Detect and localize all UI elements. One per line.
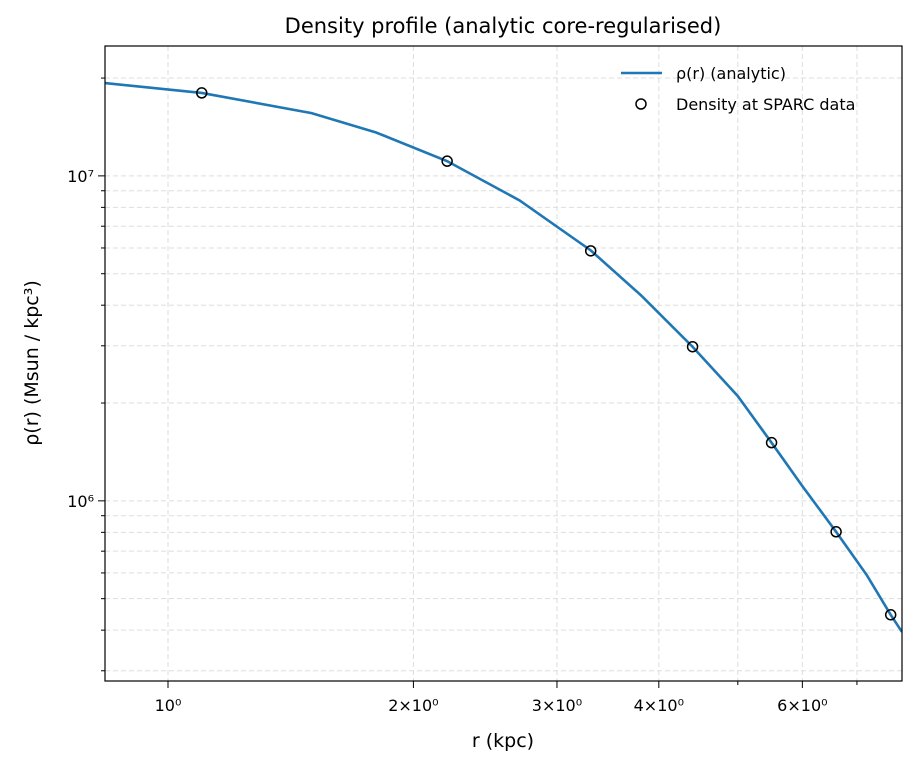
y-tick-label: 10⁷ xyxy=(67,167,94,186)
x-tick-label: 4×10⁰ xyxy=(634,696,684,715)
data-point xyxy=(686,340,699,353)
x-axis-label: r (kpc) xyxy=(472,730,534,752)
y-axis-label: ρ(r) (Msun / kpc³) xyxy=(21,280,43,446)
legend-label: ρ(r) (analytic) xyxy=(676,64,786,83)
chart-title: Density profile (analytic core-regularis… xyxy=(285,14,722,38)
density-line xyxy=(105,81,902,633)
data-point xyxy=(441,155,453,167)
data-point xyxy=(195,87,208,99)
data-point xyxy=(830,526,842,538)
data-point xyxy=(884,609,897,621)
data-point xyxy=(765,436,778,449)
legend-marker xyxy=(635,98,647,110)
x-tick-label: 2×10⁰ xyxy=(388,696,438,715)
data-point xyxy=(584,245,597,257)
y-tick-label: 10⁶ xyxy=(67,492,94,511)
legend-label: Density at SPARC data xyxy=(676,95,855,114)
x-tick-label: 6×10⁰ xyxy=(777,696,827,715)
plot-frame xyxy=(104,45,903,682)
x-tick-label: 10⁰ xyxy=(155,696,182,715)
x-tick-label: 3×10⁰ xyxy=(532,696,582,715)
